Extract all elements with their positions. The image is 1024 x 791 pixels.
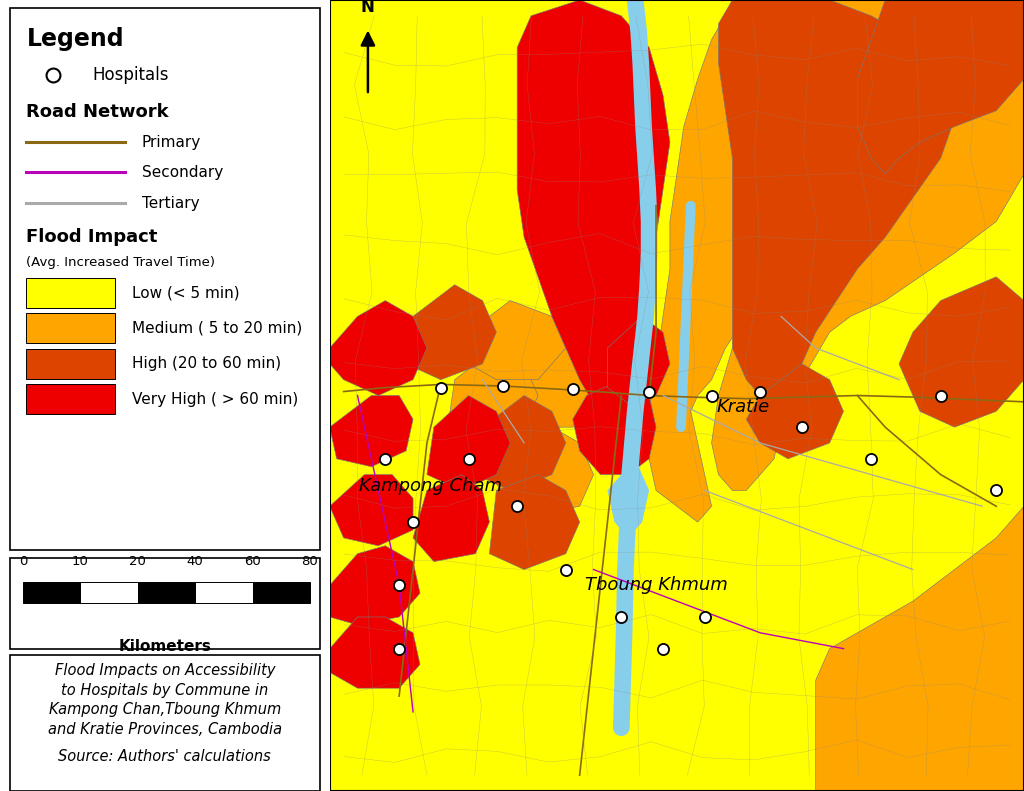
Polygon shape (330, 546, 420, 625)
Text: High (20 to 60 min): High (20 to 60 min) (132, 357, 281, 371)
Polygon shape (607, 459, 649, 538)
Polygon shape (330, 0, 1024, 791)
Polygon shape (816, 506, 1024, 791)
Polygon shape (475, 396, 566, 490)
Bar (10, 655, 319, 791)
Polygon shape (469, 301, 566, 380)
Polygon shape (746, 364, 844, 459)
Polygon shape (330, 617, 420, 688)
Bar (27, 313, 116, 343)
Text: Secondary: Secondary (141, 165, 223, 180)
Text: Primary: Primary (141, 135, 201, 149)
Text: Flood Impacts on Accessibility
to Hospitals by Commune in
Kampong Chan,Tboung Kh: Flood Impacts on Accessibility to Hospit… (48, 663, 282, 737)
Bar (196, 582, 253, 603)
Text: 60: 60 (244, 555, 261, 568)
Polygon shape (407, 285, 497, 380)
Bar (27, 349, 116, 379)
Polygon shape (517, 0, 670, 411)
Text: Source: Authors' calculations: Source: Authors' calculations (58, 749, 271, 764)
Text: Medium ( 5 to 20 min): Medium ( 5 to 20 min) (132, 321, 302, 335)
Text: Hospitals: Hospitals (92, 66, 169, 84)
Bar (24, 582, 81, 603)
Bar (10, 8, 319, 550)
Polygon shape (504, 332, 607, 427)
Bar (27, 384, 116, 414)
Text: Very High ( > 60 min): Very High ( > 60 min) (132, 392, 298, 407)
Text: Tboung Khmum: Tboung Khmum (585, 577, 727, 594)
Polygon shape (489, 427, 594, 514)
Polygon shape (447, 348, 538, 443)
Bar (27, 278, 116, 308)
Text: Road Network: Road Network (27, 104, 169, 121)
Polygon shape (330, 396, 413, 467)
Bar (253, 582, 310, 603)
Polygon shape (427, 396, 510, 490)
Polygon shape (413, 475, 489, 562)
Polygon shape (607, 316, 670, 403)
Text: Legend: Legend (27, 27, 124, 51)
Bar (138, 582, 196, 603)
Text: N: N (361, 0, 375, 16)
Text: 80: 80 (302, 555, 318, 568)
Text: Kampong Cham: Kampong Cham (358, 478, 502, 495)
Text: Low (< 5 min): Low (< 5 min) (132, 286, 240, 300)
Polygon shape (719, 0, 954, 396)
Text: Flood Impact: Flood Impact (27, 229, 158, 246)
Polygon shape (330, 301, 427, 396)
Polygon shape (712, 0, 1024, 490)
Text: 20: 20 (129, 555, 146, 568)
Bar (81, 582, 138, 603)
Polygon shape (572, 380, 656, 475)
Text: 0: 0 (18, 555, 28, 568)
Text: Tertiary: Tertiary (141, 196, 200, 210)
Text: Kilometers: Kilometers (119, 639, 211, 654)
Text: Kratie: Kratie (716, 399, 769, 416)
Polygon shape (489, 475, 580, 570)
Text: 10: 10 (72, 555, 89, 568)
Text: 40: 40 (186, 555, 204, 568)
Polygon shape (899, 277, 1024, 427)
Polygon shape (857, 0, 1024, 174)
Text: (Avg. Increased Travel Time): (Avg. Increased Travel Time) (27, 256, 215, 269)
Bar (10, 558, 319, 649)
Polygon shape (649, 0, 829, 522)
Polygon shape (330, 475, 413, 546)
